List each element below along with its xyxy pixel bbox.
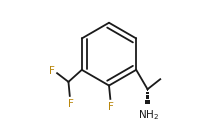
Text: F: F bbox=[68, 99, 73, 109]
Text: F: F bbox=[49, 66, 55, 76]
Text: F: F bbox=[108, 102, 114, 112]
Text: NH$_2$: NH$_2$ bbox=[138, 109, 159, 122]
